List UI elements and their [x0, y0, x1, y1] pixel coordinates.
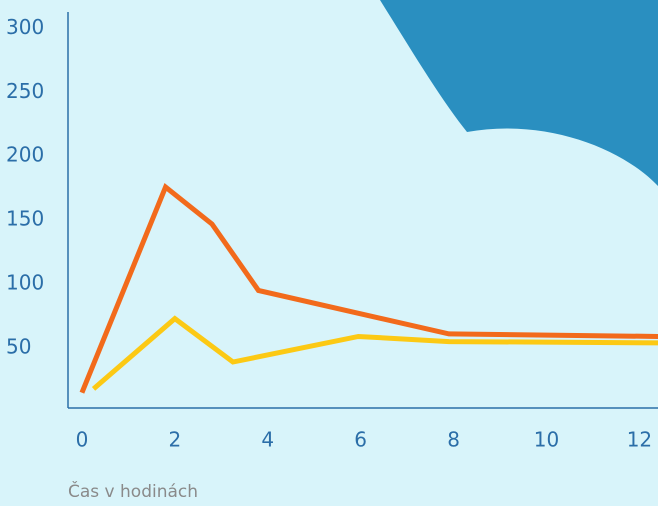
x-tick-label: 8: [447, 428, 460, 452]
x-axis-label: Čas v hodinách: [68, 480, 198, 502]
x-tick-label: 10: [534, 428, 559, 452]
x-tick-label: 4: [261, 428, 274, 452]
y-tick-label: 150: [6, 207, 44, 231]
y-tick-label: 50: [6, 334, 31, 358]
data-line: [79, 182, 658, 394]
y-tick-label: 250: [6, 79, 44, 103]
x-tick-label: 0: [76, 428, 89, 452]
x-tick-label: 2: [168, 428, 181, 452]
y-tick-label: 100: [6, 270, 44, 294]
y-tick-label: 300: [6, 15, 44, 39]
x-tick-label: 6: [354, 428, 367, 452]
decor-shape: [380, 0, 658, 186]
data-line: [91, 315, 658, 391]
x-tick-label: 12: [627, 428, 652, 452]
y-tick-label: 200: [6, 143, 44, 167]
